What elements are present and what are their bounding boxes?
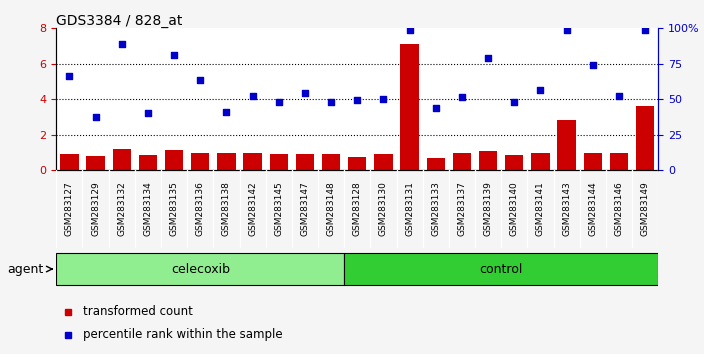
- Text: GSM283128: GSM283128: [353, 182, 362, 236]
- Text: GSM283138: GSM283138: [222, 181, 231, 236]
- Point: [378, 96, 389, 102]
- Point: [247, 94, 258, 99]
- Text: GSM283140: GSM283140: [510, 182, 519, 236]
- Bar: [401, 44, 419, 170]
- Text: GSM283133: GSM283133: [432, 181, 440, 236]
- Point: [273, 99, 284, 105]
- Point: [482, 55, 494, 61]
- Bar: [610, 153, 628, 170]
- Text: GSM283146: GSM283146: [615, 182, 624, 236]
- Bar: [348, 156, 367, 170]
- Point: [116, 41, 127, 47]
- Text: GSM283135: GSM283135: [170, 181, 179, 236]
- Text: control: control: [479, 263, 523, 275]
- Bar: [532, 153, 550, 170]
- Point: [561, 27, 572, 33]
- Point: [64, 73, 75, 79]
- FancyBboxPatch shape: [56, 253, 344, 285]
- Text: transformed count: transformed count: [83, 306, 194, 319]
- Text: GSM283144: GSM283144: [589, 182, 597, 236]
- Bar: [558, 120, 576, 170]
- Text: GSM283132: GSM283132: [118, 182, 126, 236]
- Text: GSM283137: GSM283137: [458, 181, 467, 236]
- Text: GSM283129: GSM283129: [91, 182, 100, 236]
- Bar: [427, 159, 445, 170]
- Text: GSM283147: GSM283147: [301, 182, 310, 236]
- Text: GSM283143: GSM283143: [562, 182, 571, 236]
- Point: [535, 87, 546, 93]
- Bar: [322, 154, 340, 170]
- Point: [221, 109, 232, 114]
- Text: GSM283141: GSM283141: [536, 182, 545, 236]
- Text: celecoxib: celecoxib: [171, 263, 230, 275]
- Text: GSM283134: GSM283134: [144, 182, 153, 236]
- Point: [639, 27, 650, 33]
- Bar: [165, 149, 183, 170]
- Bar: [113, 149, 131, 170]
- FancyBboxPatch shape: [344, 253, 658, 285]
- Text: GSM283130: GSM283130: [379, 181, 388, 236]
- Point: [404, 27, 415, 33]
- Text: GSM283131: GSM283131: [405, 181, 414, 236]
- Text: GSM283142: GSM283142: [248, 182, 257, 236]
- Bar: [453, 153, 471, 170]
- Bar: [270, 154, 288, 170]
- Bar: [505, 155, 524, 170]
- Bar: [296, 154, 314, 170]
- Bar: [139, 155, 157, 170]
- Point: [509, 99, 520, 105]
- Point: [325, 99, 337, 105]
- Point: [168, 52, 180, 58]
- Bar: [87, 156, 105, 170]
- Bar: [375, 154, 393, 170]
- Text: GSM283127: GSM283127: [65, 182, 74, 236]
- Point: [194, 77, 206, 82]
- Point: [351, 97, 363, 103]
- Point: [142, 110, 153, 116]
- Bar: [191, 153, 209, 170]
- Text: GSM283145: GSM283145: [275, 182, 283, 236]
- Text: GSM283139: GSM283139: [484, 181, 493, 236]
- Point: [299, 90, 310, 96]
- Point: [90, 114, 101, 120]
- Point: [430, 105, 441, 111]
- Point: [613, 94, 624, 99]
- Bar: [636, 106, 654, 170]
- Text: GSM283136: GSM283136: [196, 181, 205, 236]
- Point: [587, 62, 598, 68]
- Bar: [479, 152, 497, 170]
- Text: GDS3384 / 828_at: GDS3384 / 828_at: [56, 14, 183, 28]
- Text: percentile rank within the sample: percentile rank within the sample: [83, 328, 283, 341]
- Bar: [584, 153, 602, 170]
- Bar: [244, 153, 262, 170]
- Bar: [61, 154, 79, 170]
- Bar: [218, 153, 236, 170]
- Text: GSM283149: GSM283149: [641, 182, 650, 236]
- Text: GSM283148: GSM283148: [327, 182, 336, 236]
- Point: [456, 95, 467, 100]
- Text: agent: agent: [7, 263, 43, 275]
